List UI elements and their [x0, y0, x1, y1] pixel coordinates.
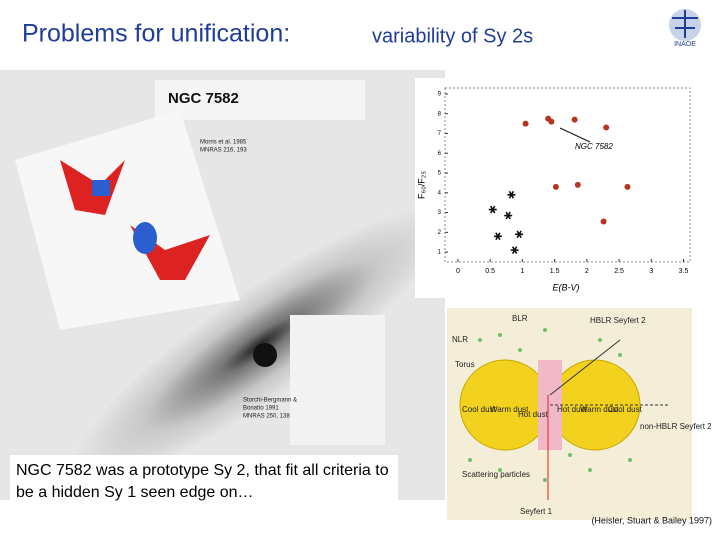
y-tick-label: 5: [438, 171, 442, 177]
point: [522, 120, 529, 127]
plot-bg: [415, 78, 705, 298]
y-tick-label: 2: [438, 230, 442, 236]
ref1: MNRAS 216, 193: [200, 148, 247, 154]
hblr-ray: [549, 339, 621, 396]
ref2: MNRAS 250, 138: [243, 414, 290, 420]
point: [571, 116, 578, 123]
title-rest: variability of Sy 2s: [372, 25, 533, 47]
ref1: Morris et al. 1985: [200, 140, 247, 146]
point: [574, 181, 581, 188]
y-tick-label: 9: [438, 92, 442, 98]
caption-fo: NGC 7582 was a prototype Sy 2, that fit …: [16, 462, 389, 501]
x-tick-label: 0.5: [485, 268, 495, 275]
x-tick-label: 1.5: [550, 268, 560, 275]
citation: (Heisler, Stuart & Bailey 1997): [591, 515, 712, 525]
point: [552, 183, 559, 190]
ref2: Storchi-Bergmann &: [243, 398, 297, 404]
torus-1: [92, 180, 110, 196]
diagram-label: Scattering particles: [462, 470, 530, 479]
diagram-label: Cool dust: [462, 405, 497, 414]
plot-frame: [444, 87, 691, 263]
y-tick-label: 8: [438, 111, 442, 117]
point: [493, 232, 502, 241]
dust-dots: [468, 328, 632, 482]
y-tick-label: 6: [438, 151, 442, 157]
diagram-label: BLR: [512, 314, 528, 323]
label-bg: [155, 80, 365, 120]
point: [603, 124, 610, 131]
diagram-label: NLR: [452, 335, 468, 344]
ref2: Bonatto 1991: [243, 406, 279, 412]
point: [507, 190, 516, 199]
x-tick-label: 2.5: [614, 268, 624, 275]
inset: [290, 315, 385, 445]
diagram-label: Hot dust: [557, 405, 588, 414]
diagram-label: Warm dust: [580, 405, 619, 414]
point: [510, 246, 519, 255]
diagram-label: non-HBLR Seyfert 2: [640, 422, 712, 431]
logo: INAOE: [669, 9, 701, 48]
x-tick-label: 1: [520, 268, 524, 275]
point: [515, 230, 524, 239]
point: [488, 205, 497, 214]
y-tick-label: 3: [438, 210, 442, 216]
torus-2: [133, 222, 157, 254]
galaxy-name: NGC 7582: [168, 90, 239, 107]
x-tick-label: 3: [649, 268, 653, 275]
point: [548, 118, 555, 125]
annotation-arrow: [559, 127, 591, 143]
y-tick-label: 7: [438, 131, 442, 137]
point: [624, 183, 631, 190]
point: [504, 211, 513, 220]
x-tick-label: 0: [456, 268, 460, 275]
x-tick-label: 3.5: [679, 268, 689, 275]
caption: NGC 7582 was a prototype Sy 2, that fit …: [16, 462, 389, 501]
y-tick-label: 1: [438, 250, 442, 256]
point: [600, 218, 607, 225]
diagram-label: HBLR Seyfert 2: [590, 316, 646, 325]
diagram-label: Warm dust: [490, 405, 529, 414]
y-label: F₆₀/F₂₅: [416, 171, 426, 199]
nucleus: [253, 343, 277, 367]
diagram-label: Hot dust: [518, 410, 549, 419]
diagram-label: Torus: [455, 360, 475, 369]
x-label: E(B-V): [553, 282, 580, 292]
annotation: NGC 7582: [575, 142, 613, 151]
title-main: Problems for unification:: [22, 20, 290, 48]
logo-text: INAOE: [674, 41, 696, 48]
caption-box: [10, 455, 398, 517]
x-tick-label: 2: [585, 268, 589, 275]
cone-2: [130, 225, 210, 280]
diagram-label: Seyfert 1: [520, 507, 553, 516]
y-tick-label: 4: [438, 190, 442, 196]
diagram-label: Cool dust: [608, 405, 643, 414]
